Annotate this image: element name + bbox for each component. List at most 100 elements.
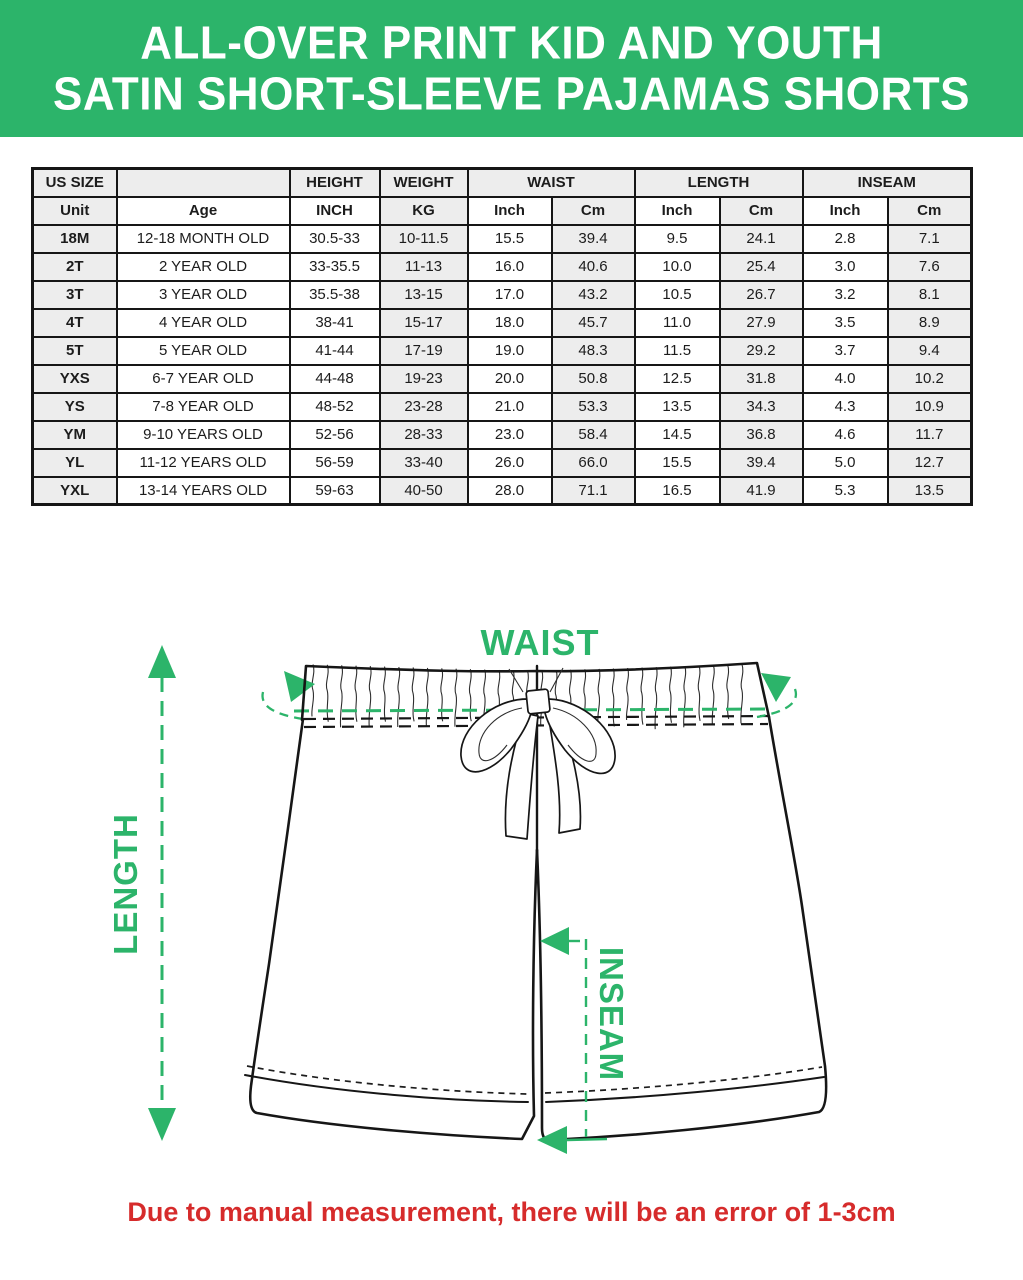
value-cell: 30.5-33 bbox=[288, 223, 381, 254]
inseam-arrow-top-icon bbox=[540, 927, 569, 955]
value-cell: 9.4 bbox=[886, 335, 973, 366]
value-cell: 23.0 bbox=[466, 419, 553, 450]
header-cell: INCH bbox=[288, 195, 381, 226]
table-row: 2T 2 YEAR OLD 33-35.5 11-13 16.0 40.6 10.0 25.4… bbox=[31, 251, 973, 282]
header-cell: Unit bbox=[31, 195, 118, 226]
waist-arrow-right-icon bbox=[761, 673, 791, 702]
value-cell: 34.3 bbox=[718, 391, 804, 422]
header-cell: HEIGHT bbox=[288, 167, 381, 198]
value-cell: 16.0 bbox=[466, 251, 553, 282]
value-cell: 4 YEAR OLD bbox=[115, 307, 291, 338]
value-cell: 9-10 YEARS OLD bbox=[115, 419, 291, 450]
value-cell: 7-8 YEAR OLD bbox=[115, 391, 291, 422]
title-banner: ALL-OVER PRINT KID AND YOUTH SATIN SHORT… bbox=[0, 0, 1023, 137]
value-cell: 25.4 bbox=[718, 251, 804, 282]
length-label: LENGTH bbox=[107, 813, 144, 955]
length-arrow-up-icon bbox=[148, 645, 176, 678]
length-measure-line: LENGTH bbox=[107, 645, 176, 1141]
inseam-arrow-bottom-icon bbox=[537, 1126, 567, 1154]
value-cell: 27.9 bbox=[718, 307, 804, 338]
header-cell bbox=[115, 167, 291, 198]
page-title-line2: SATIN SHORT-SLEEVE PAJAMAS SHORTS bbox=[53, 68, 970, 120]
value-cell: 48.3 bbox=[550, 335, 636, 366]
page-title-line1: ALL-OVER PRINT KID AND YOUTH bbox=[140, 17, 883, 69]
value-cell: 15-17 bbox=[378, 307, 469, 338]
table-row: 4T 4 YEAR OLD 38-41 15-17 18.0 45.7 11.0 27.9 3.… bbox=[31, 307, 973, 338]
drawstring-bow bbox=[460, 667, 616, 840]
value-cell: 38-41 bbox=[288, 307, 381, 338]
value-cell: 8.9 bbox=[886, 307, 973, 338]
header-cell: INSEAM bbox=[801, 167, 973, 198]
header-cell: Inch bbox=[466, 195, 553, 226]
value-cell: 58.4 bbox=[550, 419, 636, 450]
table-row: 5T 5 YEAR OLD 41-44 17-19 19.0 48.3 11.5 29.2 3.… bbox=[31, 335, 973, 366]
table-row: 18M 12-18 MONTH OLD 30.5-33 10-11.5 15.5 39.4… bbox=[31, 223, 973, 254]
value-cell: 3.7 bbox=[801, 335, 889, 366]
value-cell: 12.7 bbox=[886, 447, 973, 478]
value-cell: 13.5 bbox=[633, 391, 721, 422]
value-cell: 11.0 bbox=[633, 307, 721, 338]
value-cell: 71.1 bbox=[550, 475, 636, 506]
table-row: YXS 6-7 YEAR OLD 44-48 19-23 20.0 50.8 12.5 31.… bbox=[31, 363, 973, 394]
value-cell: 29.2 bbox=[718, 335, 804, 366]
value-cell: 66.0 bbox=[550, 447, 636, 478]
value-cell: 3.5 bbox=[801, 307, 889, 338]
value-cell: 26.7 bbox=[718, 279, 804, 310]
value-cell: 41-44 bbox=[288, 335, 381, 366]
size-cell: YM bbox=[31, 419, 118, 450]
value-cell: 33-35.5 bbox=[288, 251, 381, 282]
value-cell: 5 YEAR OLD bbox=[115, 335, 291, 366]
value-cell: 19.0 bbox=[466, 335, 553, 366]
header-cell: Cm bbox=[550, 195, 636, 226]
value-cell: 28-33 bbox=[378, 419, 469, 450]
size-cell: 5T bbox=[31, 335, 118, 366]
value-cell: 26.0 bbox=[466, 447, 553, 478]
value-cell: 3.2 bbox=[801, 279, 889, 310]
value-cell: 9.5 bbox=[633, 223, 721, 254]
value-cell: 15.5 bbox=[466, 223, 553, 254]
header-cell: Inch bbox=[801, 195, 889, 226]
value-cell: 48-52 bbox=[288, 391, 381, 422]
header-cell: LENGTH bbox=[633, 167, 804, 198]
value-cell: 4.0 bbox=[801, 363, 889, 394]
value-cell: 13-15 bbox=[378, 279, 469, 310]
value-cell: 10.2 bbox=[886, 363, 973, 394]
value-cell: 24.1 bbox=[718, 223, 804, 254]
header-cell: Inch bbox=[633, 195, 721, 226]
size-cell: 18M bbox=[31, 223, 118, 254]
value-cell: 39.4 bbox=[718, 447, 804, 478]
value-cell: 17-19 bbox=[378, 335, 469, 366]
value-cell: 19-23 bbox=[378, 363, 469, 394]
table-row: YM 9-10 YEARS OLD 52-56 28-33 23.0 58.4 14.5 36… bbox=[31, 419, 973, 450]
value-cell: 11-13 bbox=[378, 251, 469, 282]
size-cell: 3T bbox=[31, 279, 118, 310]
size-diagram: LENGTH INSEAM WAIST bbox=[107, 622, 828, 1154]
shorts-left-leg bbox=[248, 717, 539, 1141]
value-cell: 53.3 bbox=[550, 391, 636, 422]
value-cell: 52-56 bbox=[288, 419, 381, 450]
table-row: YXL 13-14 YEARS OLD 59-63 40-50 28.0 71.1 16.5… bbox=[31, 475, 973, 506]
value-cell: 41.9 bbox=[718, 475, 804, 506]
value-cell: 16.5 bbox=[633, 475, 721, 506]
value-cell: 45.7 bbox=[550, 307, 636, 338]
shorts-right-leg bbox=[535, 715, 828, 1142]
value-cell: 36.8 bbox=[718, 419, 804, 450]
value-cell: 40.6 bbox=[550, 251, 636, 282]
value-cell: 23-28 bbox=[378, 391, 469, 422]
size-table-wrap: US SIZE HEIGHT WEIGHT WAIST LENGTH INSEAM Unit… bbox=[31, 167, 974, 506]
header-cell: WEIGHT bbox=[378, 167, 469, 198]
waist-arc-right bbox=[756, 688, 798, 719]
size-cell: YS bbox=[31, 391, 118, 422]
value-cell: 56-59 bbox=[288, 447, 381, 478]
value-cell: 10-11.5 bbox=[378, 223, 469, 254]
value-cell: 2.8 bbox=[801, 223, 889, 254]
size-cell: YXL bbox=[31, 475, 118, 506]
length-arrow-down-icon bbox=[148, 1108, 176, 1141]
value-cell: 12.5 bbox=[633, 363, 721, 394]
value-cell: 14.5 bbox=[633, 419, 721, 450]
value-cell: 44-48 bbox=[288, 363, 381, 394]
value-cell: 11-12 YEARS OLD bbox=[115, 447, 291, 478]
value-cell: 10.9 bbox=[886, 391, 973, 422]
header-cell: Cm bbox=[886, 195, 973, 226]
